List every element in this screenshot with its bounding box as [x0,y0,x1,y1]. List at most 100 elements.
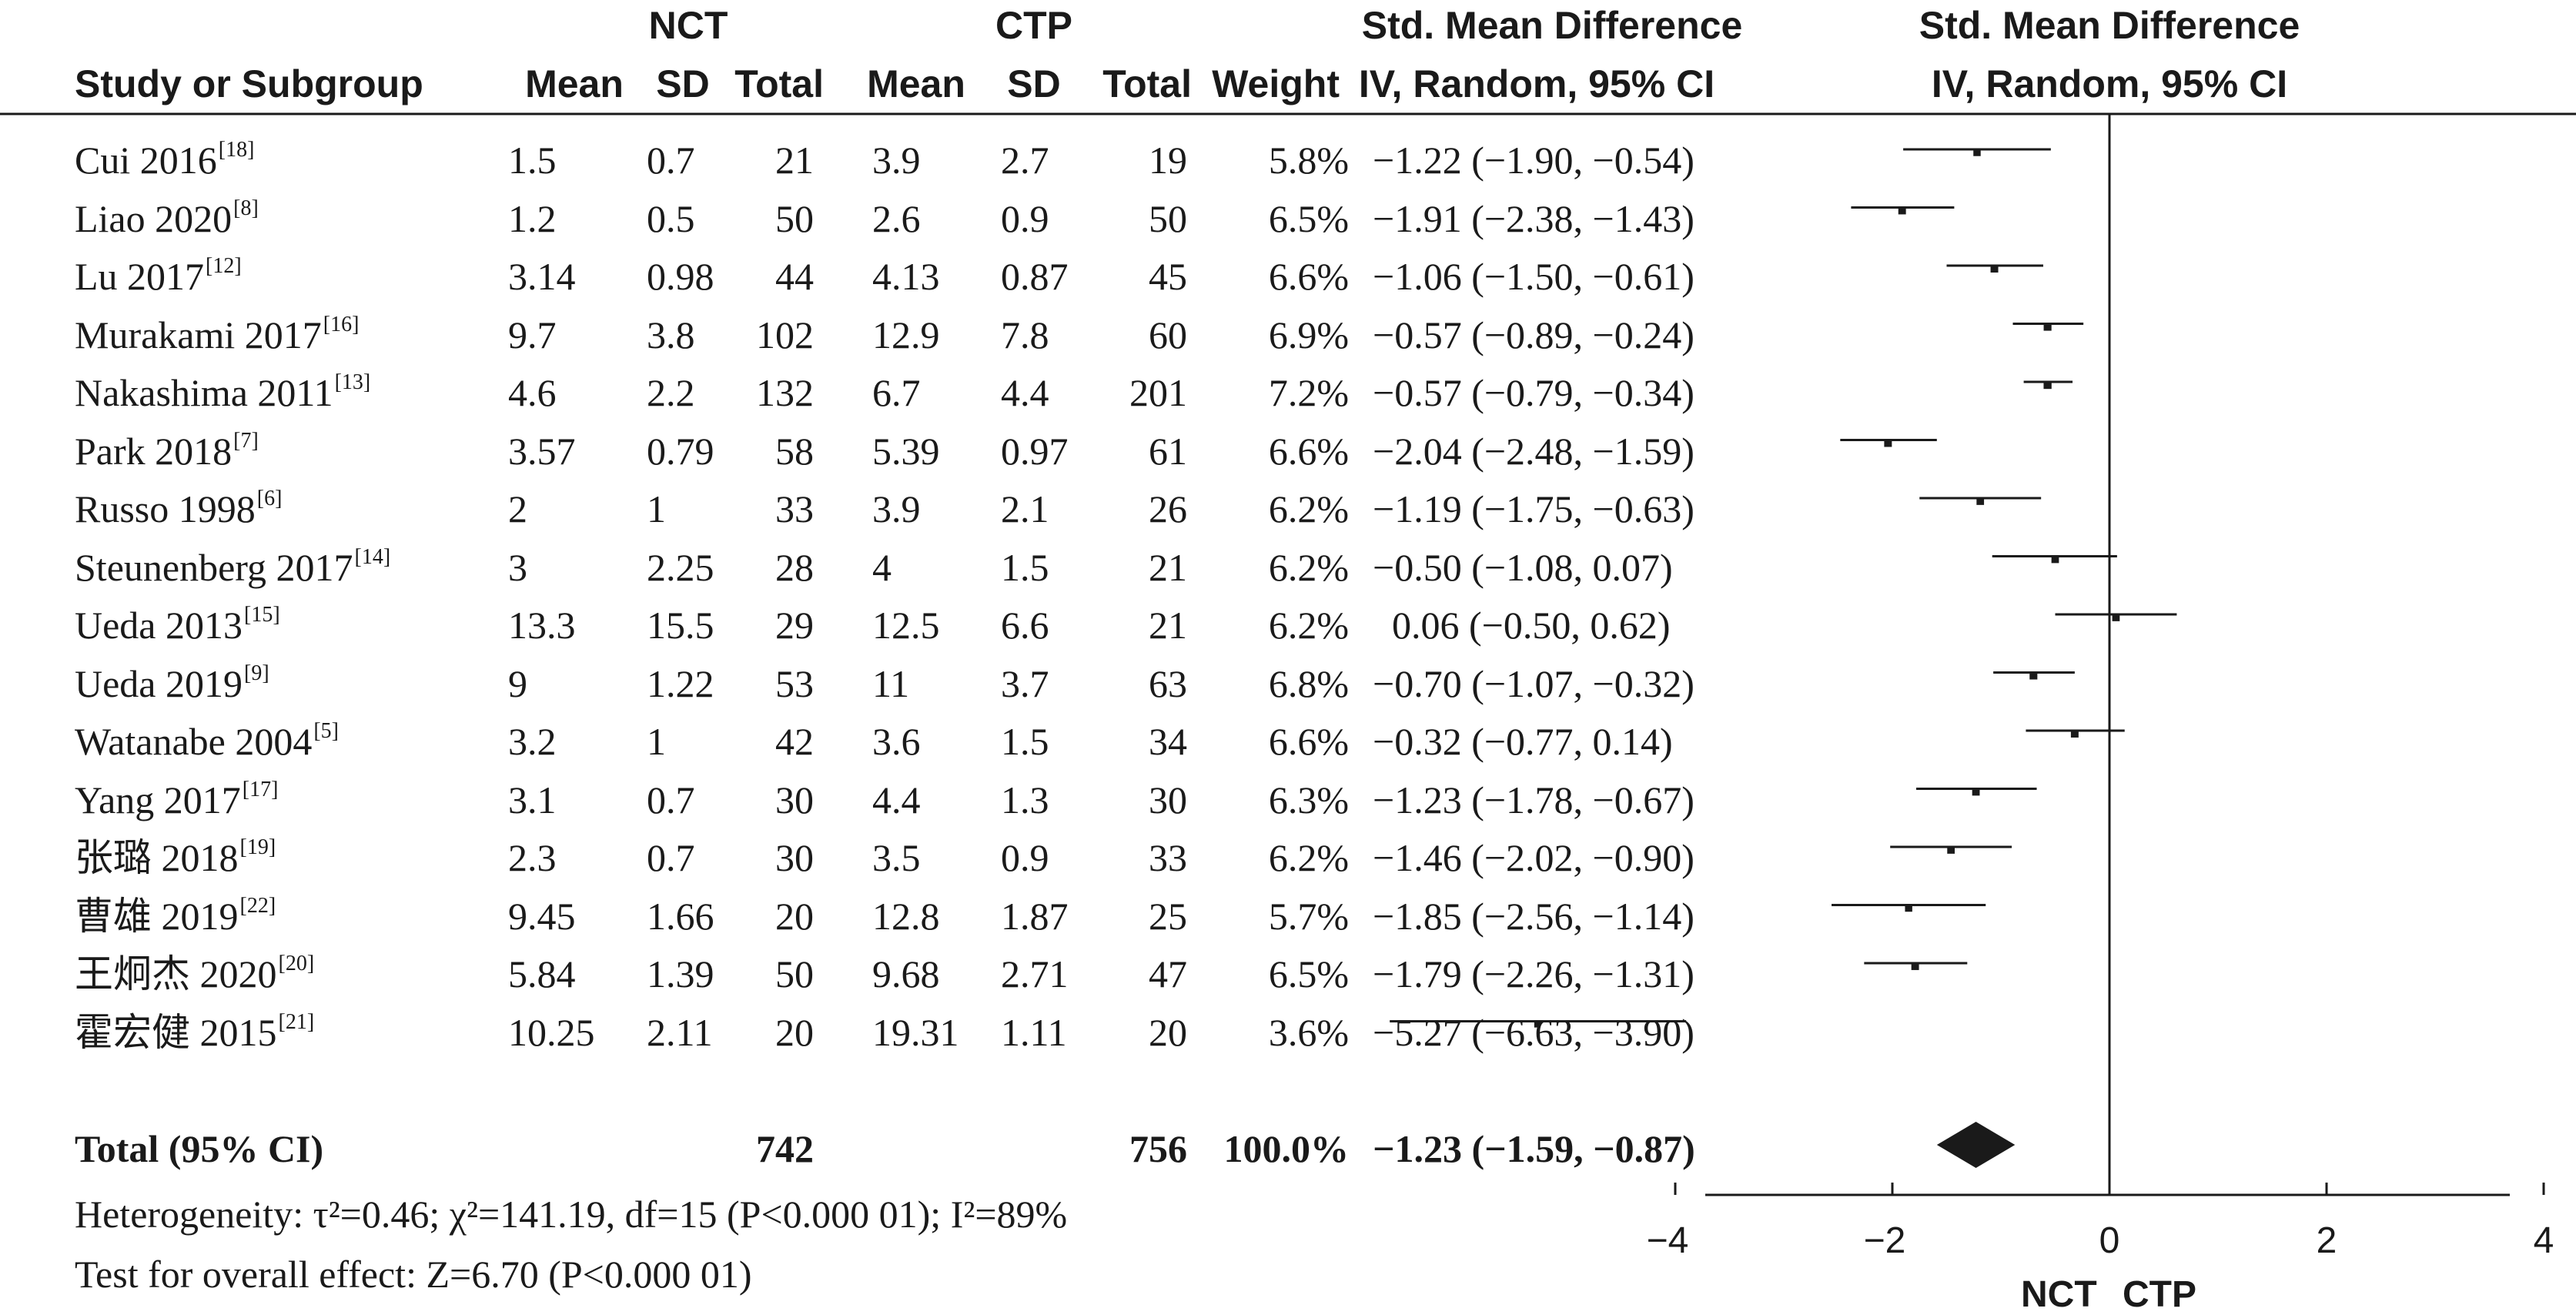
nct-total: 29 [775,604,814,647]
ctp-sd: 0.9 [1001,196,1049,240]
ctp-total: 20 [1149,1010,1187,1054]
ctp-total: 25 [1149,894,1187,938]
study-reference: [13] [334,370,371,394]
study-name: 王炯杰 2020[20] [75,953,314,994]
col-weight-header: Weight [1212,62,1340,105]
study-name: Liao 2020[8] [75,196,259,240]
total-label: Total (95% CI) [75,1127,324,1170]
study-name-text: Yang 2017 [75,778,241,821]
ctp-mean: 4.4 [872,778,921,821]
ctp-sd: 1.5 [1001,545,1049,589]
ctp-sd: 0.9 [1001,836,1049,879]
ctp-total: 47 [1149,952,1187,995]
study-point [2070,730,2079,738]
study-point [2112,614,2120,621]
total-n2: 756 [1129,1127,1187,1170]
study-reference: [9] [244,661,269,685]
study-name-text: 霍宏健 2015 [75,1010,277,1054]
study-name-text: Steunenberg 2017 [75,545,353,589]
nct-mean: 9 [508,661,527,705]
study-name: Watanabe 2004[5] [75,721,339,761]
study-point [2043,380,2052,390]
nct-sd: 2.2 [647,371,695,414]
total-n1: 742 [756,1127,814,1170]
ctp-sd: 2.71 [1001,952,1069,995]
smd-ci-text: −1.19 (−1.75, −0.63) [1373,487,1694,530]
smd-ci-text: −0.70 (−1.07, −0.32) [1373,661,1694,705]
study-point [1905,904,1912,912]
ctp-mean: 4 [872,545,892,589]
nct-mean: 10.25 [508,1010,595,1054]
nct-sd: 15.5 [647,604,714,647]
weight: 6.2% [1268,487,1349,530]
nct-mean: 3 [508,545,527,589]
smd-method-right: IV, Random, 95% CI [1931,62,2288,105]
study-reference: [8] [233,196,259,220]
x-axis-tick-label: −2 [1863,1220,1906,1261]
study-point [2051,555,2059,564]
study-name: Cui 2016[18] [75,139,254,180]
ctp-total: 21 [1149,545,1187,589]
nct-mean: 3.57 [508,429,576,473]
nct-mean: 9.45 [508,894,576,938]
study-name-text: Ueda 2019 [75,661,243,705]
ctp-sd: 0.97 [1001,429,1069,473]
ctp-mean: 19.31 [872,1010,959,1054]
ctp-mean: 4.13 [872,255,940,298]
total-ci-text: −1.23 (−1.59, −0.87) [1373,1127,1695,1170]
study-name-text: 曹雄 2019 [75,894,239,938]
col-study-header: Study or Subgroup [75,62,423,105]
group1-header: NCT [648,4,728,47]
nct-sd: 2.11 [647,1010,713,1054]
ctp-mean: 9.68 [872,952,940,995]
ctp-mean: 3.9 [872,487,921,530]
ctp-sd: 2.7 [1001,139,1049,182]
nct-mean: 2 [508,487,527,530]
col-total2-header: Total [1102,62,1192,105]
smd-ci-text: 0.06 (−0.50, 0.62) [1392,604,1671,647]
x-axis-tick-label: −4 [1646,1220,1689,1261]
weight: 5.7% [1268,894,1349,938]
study-reference: [17] [242,777,279,801]
study-point [1973,149,1981,156]
ctp-mean: 12.5 [872,604,940,647]
ctp-total: 63 [1149,661,1187,705]
nct-mean: 9.7 [508,313,557,356]
col-sd2-header: SD [1007,62,1061,105]
nct-total: 33 [775,487,814,530]
weight: 6.5% [1268,952,1349,995]
ctp-total: 45 [1149,255,1187,298]
weight: 6.5% [1268,196,1349,240]
nct-mean: 5.84 [508,952,576,995]
study-name-text: Liao 2020 [75,196,233,240]
study-name: Nakashima 2011[13] [75,370,371,413]
weight: 6.6% [1268,720,1349,763]
weight: 6.2% [1268,836,1349,879]
study-name: Murakami 2017[16] [75,313,359,354]
study-point [2029,671,2038,680]
nct-sd: 0.5 [647,196,695,240]
favours-right-label: CTP [2123,1274,2196,1315]
nct-total: 53 [775,661,814,705]
nct-total: 20 [775,1010,814,1054]
smd-ci-text: −0.57 (−0.89, −0.24) [1373,313,1694,356]
ctp-sd: 1.5 [1001,720,1049,763]
nct-total: 58 [775,429,814,473]
study-point [1990,265,1999,273]
study-name-text: Ueda 2013 [75,604,243,647]
nct-sd: 0.7 [647,778,695,821]
study-point [1972,788,1980,796]
smd-ci-text: −1.06 (−1.50, −0.61) [1373,255,1694,298]
nct-mean: 1.2 [508,196,557,240]
weight: 6.6% [1268,429,1349,473]
weight: 6.3% [1268,778,1349,821]
smd-ci-text: −0.57 (−0.79, −0.34) [1373,371,1694,414]
nct-sd: 0.79 [647,429,714,473]
study-name-text: Lu 2017 [75,255,205,298]
col-mean2-header: Mean [867,62,965,105]
study-point [1884,439,1892,447]
nct-sd: 3.8 [647,313,695,356]
smd-title-left: Std. Mean Difference [1361,4,1743,47]
nct-total: 30 [775,836,814,879]
ctp-total: 61 [1149,429,1187,473]
